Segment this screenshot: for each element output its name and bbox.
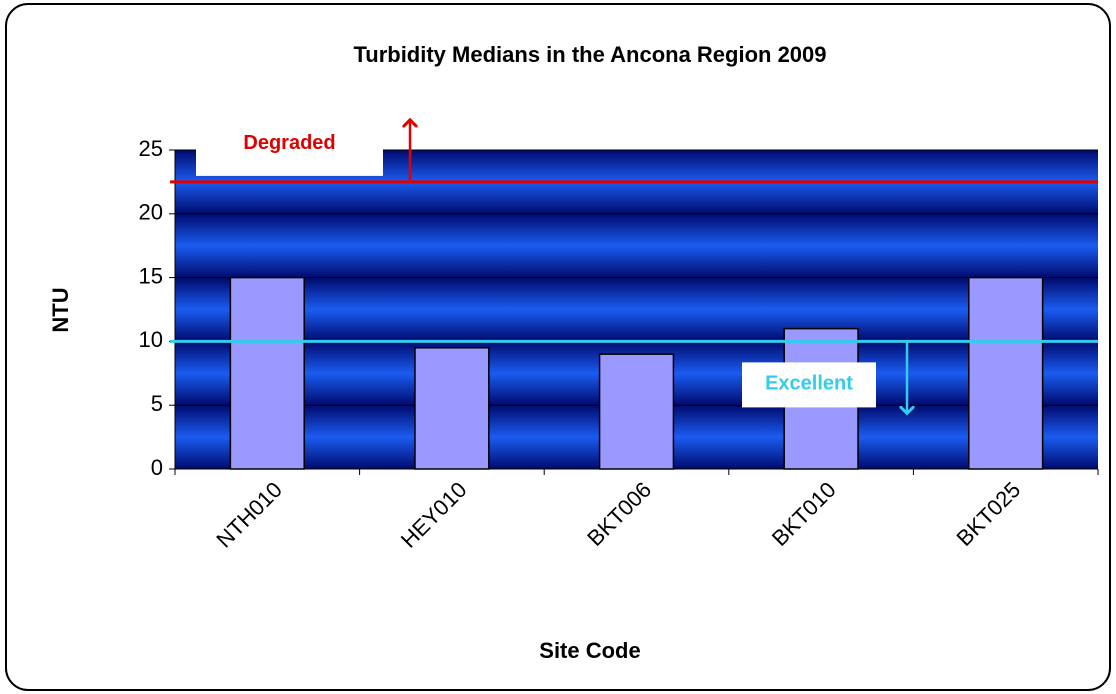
x-axis-title: Site Code [539,638,640,663]
chart-title: Turbidity Medians in the Ancona Region 2… [353,42,826,67]
y-tick-label: 0 [151,455,163,480]
threshold-label: Degraded [243,132,335,154]
y-tick-label: 20 [139,200,163,225]
bar [598,353,675,470]
threshold-label-box [742,362,876,408]
y-tick-label: 10 [139,327,163,352]
threshold-label: Excellent [765,373,853,395]
y-axis-title: NTU [48,287,73,332]
threshold-label-box [196,127,383,176]
bar [229,276,305,470]
y-tick-label: 25 [139,136,163,161]
y-tick-label: 5 [151,391,163,416]
bar [968,276,1044,470]
bar [414,347,490,470]
y-tick-label: 15 [139,263,163,288]
